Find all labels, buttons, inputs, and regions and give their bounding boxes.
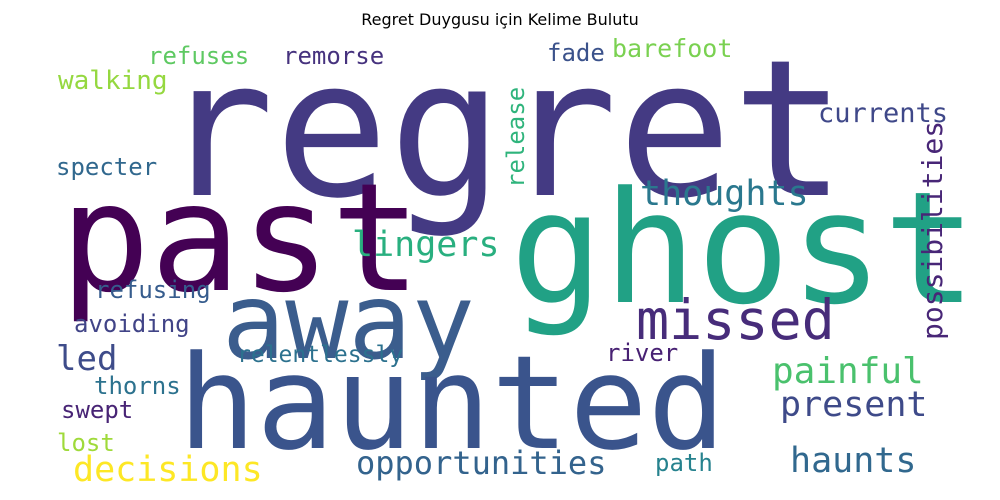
word-barefoot: barefoot [612,34,732,63]
word-missed: missed [636,288,835,352]
word-painful: painful [772,351,924,392]
word-haunted: haunted [178,327,726,479]
word-specter: specter [56,153,157,181]
word-decisions: decisions [73,450,263,490]
word-walking: walking [58,66,168,96]
word-present: present [780,385,928,425]
chart-title: Regret Duygusu için Kelime Bulutu [361,10,639,29]
word-swept: swept [61,396,133,424]
word-opportunities: opportunities [356,444,606,482]
word-thorns: thorns [94,372,181,400]
word-ghost: ghost [510,158,977,339]
word-refuses: refuses [148,42,249,70]
word-path: path [655,449,713,477]
word-lingers: lingers [352,225,500,265]
word-thoughts: thoughts [640,174,809,214]
word-remorse: remorse [283,42,384,70]
word-currents: currents [818,98,948,129]
word-river: river [606,339,678,367]
word-relentlessly: relentlessly [237,342,403,368]
word-led: led [56,339,117,379]
word-release: release [502,87,530,188]
word-regret: regret [160,19,846,240]
word-avoiding: avoiding [74,310,190,338]
word-past: past [60,152,421,326]
word-haunts: haunts [790,441,916,481]
word-possibilities: possibilities [916,121,949,340]
word-fade: fade [547,39,605,67]
word-refusing: refusing [95,276,211,304]
word-away: away [222,261,475,383]
word-lost: lost [57,429,115,457]
